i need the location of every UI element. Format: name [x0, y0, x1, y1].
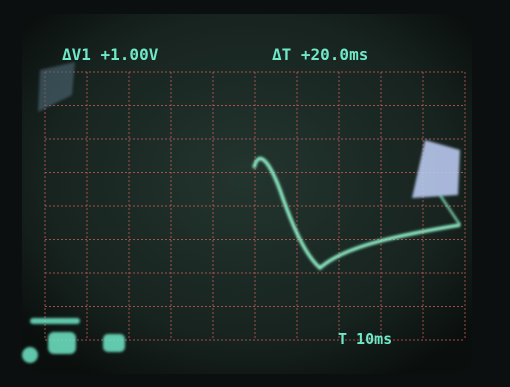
oscilloscope-photo: ΔV1 +1.00V ΔT +20.0ms T 10ms	[0, 0, 510, 387]
scope-screen: ΔV1 +1.00V ΔT +20.0ms T 10ms	[0, 0, 510, 387]
delta-t-readout: ΔT +20.0ms	[272, 45, 368, 64]
display	[22, 14, 472, 374]
delta-v-readout: ΔV1 +1.00V	[62, 45, 159, 64]
timebase-readout: T 10ms	[338, 330, 392, 348]
